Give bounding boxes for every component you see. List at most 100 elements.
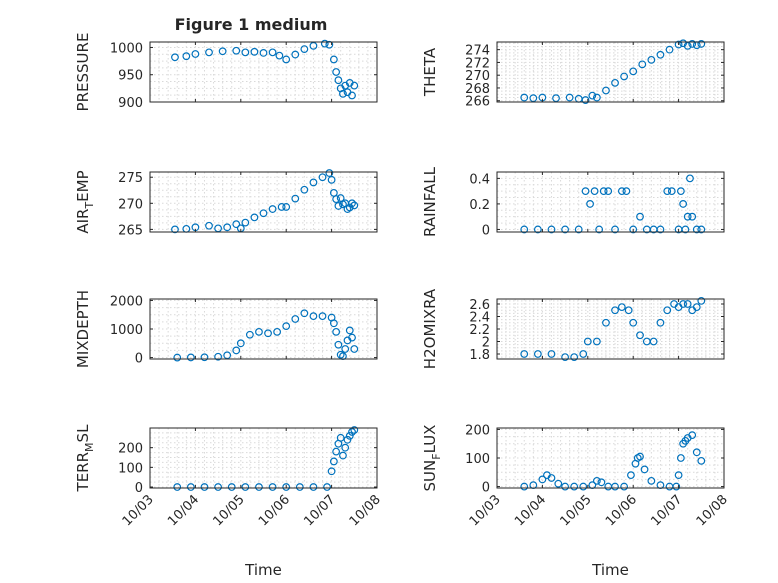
data-point: [171, 225, 179, 234]
x-axis-label: Time: [244, 561, 282, 579]
data-point: [627, 471, 635, 480]
y-tick-label: 265: [118, 223, 143, 238]
data-point: [173, 483, 182, 491]
y-tick-label: 270: [118, 197, 143, 212]
data-point: [245, 330, 254, 339]
subplot-left-4: 0 100 200 10/03 10/04 10/05 10/06 10/07 10/08 Tim…: [74, 424, 384, 579]
y-tick-label: 1000: [110, 323, 143, 338]
y-tick-label: 2.4: [469, 311, 490, 326]
data-point: [586, 200, 594, 208]
subplot-right-3: 1.822.22.42.6 H2OMIXRA: [421, 288, 725, 369]
data-point: [697, 456, 706, 465]
data-point: [520, 350, 529, 358]
data-point: [676, 187, 685, 196]
data-point: [255, 483, 263, 491]
data-point: [341, 345, 350, 353]
data-point: [268, 48, 277, 57]
data-point: [255, 327, 263, 336]
data-point: [282, 483, 291, 491]
data-point: [291, 50, 300, 59]
data-point: [681, 225, 690, 234]
data-point: [636, 331, 644, 340]
x-tick-label: 10/08: [347, 492, 384, 529]
data-point: [241, 218, 250, 227]
series-markers: [171, 169, 359, 234]
data-point: [341, 443, 350, 452]
data-point: [636, 452, 644, 461]
y-tick-label: 2.6: [469, 298, 490, 313]
data-point: [697, 296, 706, 305]
data-point: [291, 315, 300, 323]
data-point: [336, 433, 345, 442]
grid: [496, 299, 725, 359]
data-point: [232, 346, 241, 355]
data-point: [250, 213, 259, 222]
data-point: [656, 318, 665, 327]
data-point: [232, 46, 241, 55]
x-axis-label: Time: [591, 561, 629, 579]
data-point: [268, 483, 277, 491]
y-tick-label: 200: [465, 423, 490, 438]
y-tick-label: 0.4: [469, 172, 490, 187]
data-point: [241, 48, 250, 57]
data-point: [547, 350, 556, 358]
data-point: [604, 187, 613, 196]
y-tick-label: 0: [482, 223, 490, 238]
data-point: [334, 76, 343, 85]
data-point: [624, 306, 633, 315]
data-point: [205, 221, 213, 230]
y-axis-label-part: EMP: [74, 170, 92, 201]
data-point: [191, 50, 200, 58]
data-point: [350, 81, 359, 90]
data-point: [592, 476, 601, 485]
data-point: [611, 78, 619, 87]
data-point: [552, 94, 560, 103]
data-point: [629, 225, 638, 234]
data-point: [295, 483, 304, 491]
y-axis-label-subscript: T: [83, 202, 96, 210]
y-axis-label: PRESSURE: [74, 33, 92, 112]
axes-box: [496, 41, 725, 103]
data-point: [318, 312, 327, 321]
data-point: [186, 353, 195, 362]
y-tick-label: 0: [135, 481, 143, 496]
data-point: [186, 483, 195, 491]
data-point: [638, 60, 647, 69]
data-point: [309, 41, 318, 50]
y-tick-label: 200: [118, 442, 143, 457]
data-point: [325, 40, 334, 49]
y-tick-label: 100: [118, 461, 143, 476]
data-point: [663, 187, 672, 196]
data-point: [533, 350, 542, 358]
data-point: [227, 483, 236, 491]
y-axis-label: AIRTEMP: [74, 170, 96, 233]
data-point: [520, 93, 529, 102]
data-point: [348, 428, 356, 436]
data-point: [327, 175, 336, 184]
data-point: [334, 202, 343, 210]
data-point: [583, 337, 592, 346]
data-point: [692, 448, 701, 457]
series-markers: [171, 39, 359, 100]
y-axis-label: RAINFALL: [421, 166, 439, 237]
data-point: [561, 225, 569, 234]
data-point: [533, 225, 542, 234]
y-axis-label-subscript: M: [83, 442, 96, 452]
subplot-left-2: 265 270 275 AIRTEMP: [74, 169, 378, 238]
plot-area: [150, 42, 377, 102]
y-axis-label-part: LUX: [421, 425, 439, 454]
data-point: [570, 353, 579, 362]
data-point: [282, 55, 291, 64]
data-point: [327, 467, 336, 476]
data-point: [597, 478, 606, 487]
x-tick-label: 10/06: [256, 492, 293, 529]
plot-area: [150, 172, 377, 232]
data-point: [309, 312, 318, 321]
data-point: [291, 194, 300, 203]
data-point: [561, 353, 569, 362]
x-tick-label: 10/03: [120, 492, 157, 529]
data-point: [171, 53, 179, 62]
grid: [149, 42, 378, 103]
